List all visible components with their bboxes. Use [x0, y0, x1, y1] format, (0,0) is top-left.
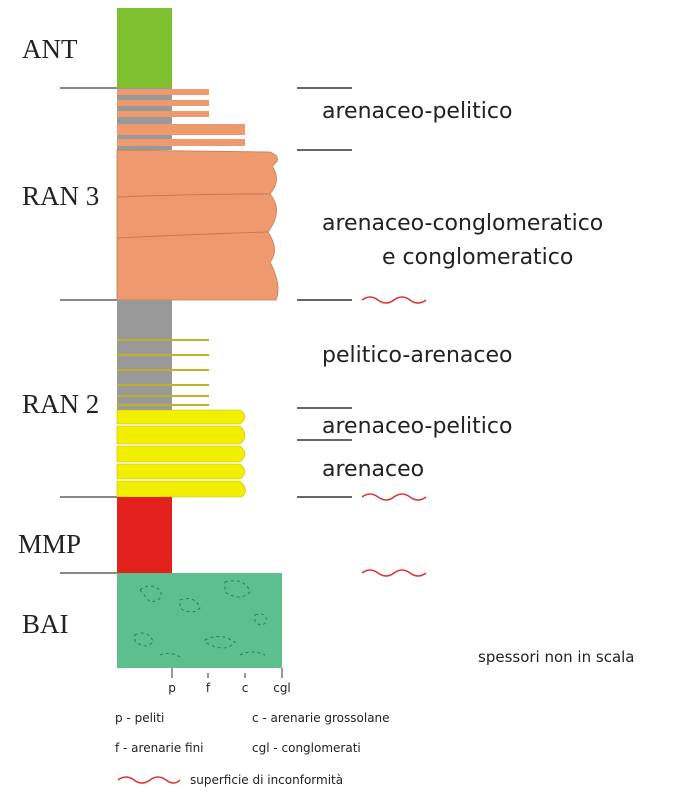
description: pelitico-arenaceo — [322, 343, 512, 368]
scale-label: f — [206, 681, 211, 695]
legend-item: f - arenarie fini — [115, 741, 204, 755]
legend-item: superficie di inconformità — [190, 773, 343, 787]
scale-label: c — [242, 681, 249, 695]
description: arenaceo — [322, 457, 424, 482]
bai-block — [117, 573, 282, 668]
legend-item: p - peliti — [115, 711, 164, 725]
legend-item: c - arenarie grossolane — [252, 711, 390, 725]
mmp-block — [117, 497, 172, 573]
legend-wave — [118, 777, 180, 783]
unit-label: MMP — [18, 529, 81, 559]
unit-label: ANT — [22, 34, 78, 64]
unit-label: RAN 3 — [22, 181, 99, 211]
description: arenaceo-conglomeratico — [322, 211, 603, 236]
note: spessori non in scala — [478, 648, 635, 666]
unit-label: BAI — [22, 609, 69, 639]
conglomerate-block — [117, 150, 278, 300]
ant-block — [117, 8, 172, 88]
scale-label: cgl — [273, 681, 291, 695]
stratigraphic-column: ANT RAN 3 RAN 2 MMP BAI arenaceo-pelitic… — [0, 0, 678, 792]
unit-label: RAN 2 — [22, 389, 99, 419]
sandstone-beds — [117, 410, 246, 497]
description: arenaceo-pelitico — [322, 99, 512, 124]
scale-ticks — [172, 668, 282, 678]
description: arenaceo-pelitico — [322, 414, 512, 439]
legend-item: cgl - conglomerati — [252, 741, 361, 755]
scale-label: p — [168, 681, 176, 695]
boundary-lines — [60, 88, 117, 573]
description: e conglomeratico — [382, 245, 573, 270]
